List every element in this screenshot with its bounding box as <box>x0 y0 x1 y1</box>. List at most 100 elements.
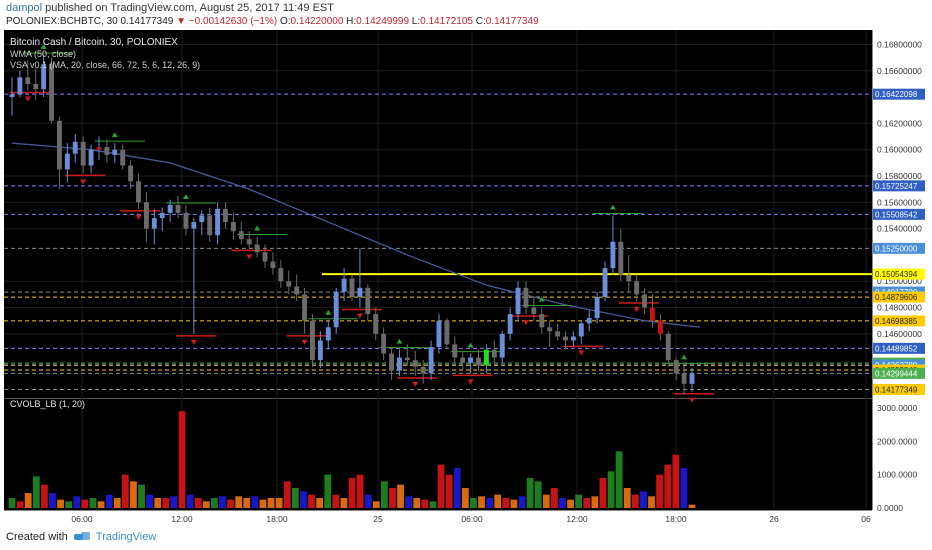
candle-body <box>17 77 23 95</box>
candle-body <box>88 149 94 166</box>
time-tick-label: 25 <box>373 514 383 524</box>
vsa-up-triangle <box>609 204 616 210</box>
volume-bar <box>89 498 97 508</box>
volume-bar <box>49 493 56 508</box>
volume-bar <box>138 484 145 508</box>
candle-body <box>278 268 284 282</box>
vsa-down-triangle <box>522 320 529 326</box>
price-level-label: 0.14879606 <box>875 293 918 302</box>
candle-body <box>9 94 15 98</box>
volume-bar <box>291 488 299 508</box>
vsa-down-triangle <box>24 96 31 102</box>
volume-bar <box>210 498 218 508</box>
vsa-down-triangle <box>578 350 585 356</box>
volume-tick-label: 1000.0000 <box>877 470 917 480</box>
candle-body <box>136 181 141 203</box>
candle-body <box>689 373 695 384</box>
published-line: dampol published on TradingView.com, Aug… <box>6 2 334 14</box>
close-value: 0.14177349 <box>485 16 539 27</box>
candle-body <box>420 366 426 374</box>
candle-body <box>49 64 54 121</box>
volume-bar <box>235 496 243 508</box>
candle-body <box>238 231 244 240</box>
volume-bar <box>243 498 251 508</box>
candle-body <box>602 268 608 298</box>
volume-bar <box>453 468 461 508</box>
volume-bar <box>251 496 259 508</box>
candle-body <box>460 357 466 363</box>
candle-body <box>270 261 276 269</box>
volume-bar <box>615 451 623 508</box>
price-level-label: 0.15054394 <box>875 270 918 279</box>
time-tick-label: 12:00 <box>171 514 193 524</box>
candle-body <box>673 360 679 374</box>
symbol-label: POLONIEX:BCHBTC, 30 <box>6 16 118 27</box>
volume-bar <box>8 498 16 508</box>
volume-bar <box>130 481 137 508</box>
vsa-down-triangle <box>412 381 419 387</box>
volume-bar <box>364 494 372 508</box>
candle-body <box>428 347 434 374</box>
candle-body <box>373 314 379 334</box>
vsa-up-triangle <box>254 225 261 231</box>
published-text: published on TradingView.com, August 25,… <box>45 2 334 14</box>
price-level-label: 0.16422098 <box>875 90 918 99</box>
volume-bar <box>113 498 121 508</box>
volume-bar <box>81 499 89 508</box>
price-level-label: 0.14177349 <box>875 385 918 394</box>
candle-body <box>436 320 442 348</box>
candle-body <box>215 208 221 236</box>
volume-bar <box>672 454 680 508</box>
volume-bar <box>389 488 396 508</box>
volume-bar <box>640 491 647 508</box>
volume-tick-label: 0.0000 <box>877 503 903 513</box>
tradingview-link[interactable]: TradingView <box>95 531 157 543</box>
volume-bar <box>194 498 202 508</box>
candle-body <box>618 241 624 275</box>
volume-bar <box>154 498 162 508</box>
price-chart[interactable]: 0.16800000 0.16600000 0.16200000 0.16000000… <box>4 30 928 530</box>
volume-bar <box>623 488 631 508</box>
volume-bar <box>65 501 73 508</box>
legend-title: Bitcoin Cash / Bitcoin, 30, POLONIEX <box>10 37 178 48</box>
open-label: O: <box>279 16 291 27</box>
candle-body <box>207 215 213 236</box>
price-level-label-bg <box>873 342 925 354</box>
volume-bar <box>470 498 477 508</box>
price-level-label-bg <box>873 383 925 395</box>
candle-body <box>610 241 616 269</box>
author-link[interactable]: dampol <box>6 2 43 14</box>
volume-bar <box>550 488 558 508</box>
volume-bar <box>283 481 291 508</box>
volume-bar <box>162 498 170 508</box>
vsa-up-triangle <box>111 132 118 138</box>
volume-bar <box>583 498 591 508</box>
candle-body <box>286 281 292 287</box>
candle-body <box>539 314 545 328</box>
close-label: C: <box>475 16 486 27</box>
time-tick-label: 18:00 <box>665 514 687 524</box>
volume-bar <box>688 504 696 508</box>
time-tick-label: 06:00 <box>461 514 483 524</box>
volume-bar <box>178 411 186 508</box>
candle-body <box>507 314 513 334</box>
candle-body <box>357 287 363 298</box>
volume-bar <box>413 498 421 508</box>
candle-body <box>175 204 181 213</box>
volume-bar <box>494 494 502 508</box>
candle-body <box>578 323 584 337</box>
price-level-label: 0.15508542 <box>875 210 918 219</box>
candle-body <box>159 212 165 219</box>
volume-bar <box>186 494 194 508</box>
candle-body <box>72 141 78 154</box>
price-level-label: 0.14489852 <box>875 344 918 353</box>
candle-body <box>25 77 31 84</box>
vsa-up-triangle <box>396 338 403 344</box>
volume-bar <box>510 499 518 508</box>
candle-body <box>33 83 39 90</box>
volume-bar <box>356 474 364 508</box>
volume-bar <box>219 496 226 508</box>
legend-vsa: VSA v0.1 (MA, 20, close, 66, 72, 5, 6, 1… <box>10 60 200 70</box>
volume-bar <box>332 494 340 508</box>
volume-bar <box>105 494 113 508</box>
